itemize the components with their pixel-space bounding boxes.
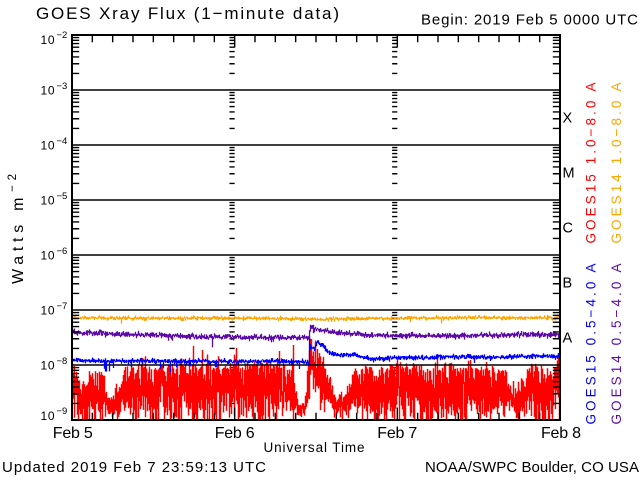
svg-text:Feb 5: Feb 5 <box>53 425 93 442</box>
svg-text:M: M <box>563 166 575 182</box>
svg-text:Begin: 2019 Feb 5 0000 UTC: Begin: 2019 Feb 5 0000 UTC <box>421 12 638 29</box>
svg-text:GOES15 0.5−4.0 A: GOES15 0.5−4.0 A <box>584 264 599 425</box>
svg-text:GOES14 0.5−4.0 A: GOES14 0.5−4.0 A <box>609 264 624 425</box>
svg-text:Watts m−2: Watts m−2 <box>7 174 27 284</box>
svg-text:Updated 2019 Feb 7 23:59:13 U: Updated 2019 Feb 7 23:59:13 UTC <box>2 459 266 476</box>
svg-text:C: C <box>563 221 573 237</box>
svg-text:B: B <box>563 276 573 292</box>
svg-text:GOES Xray Flux (1−minute data): GOES Xray Flux (1−minute data) <box>36 4 339 23</box>
svg-text:A: A <box>563 331 573 347</box>
svg-text:GOES14 1.0−8.0 A: GOES14 1.0−8.0 A <box>609 83 624 244</box>
svg-text:Feb 6: Feb 6 <box>215 425 255 442</box>
svg-text:Universal Time: Universal Time <box>264 440 365 455</box>
svg-text:GOES15 1.0−8.0 A: GOES15 1.0−8.0 A <box>584 83 599 244</box>
svg-text:NOAA/SWPC Boulder, CO USA: NOAA/SWPC Boulder, CO USA <box>425 459 639 476</box>
svg-text:X: X <box>563 111 573 127</box>
svg-text:Feb 7: Feb 7 <box>377 425 417 442</box>
svg-text:Feb 8: Feb 8 <box>541 425 581 442</box>
